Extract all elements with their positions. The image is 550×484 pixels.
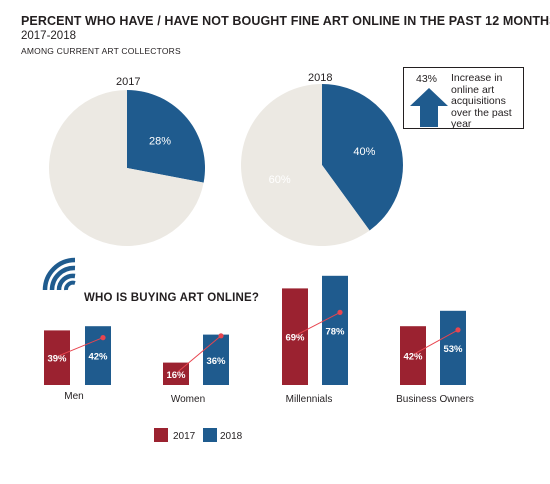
up-arrow-icon	[410, 88, 448, 127]
callout-text: Increase in online art acquisitions over…	[451, 72, 512, 130]
bar-label-men-2017: 39%	[47, 354, 67, 365]
chart-subtitle: 2017-2018	[21, 30, 76, 42]
pie-2018-slice-1-label: 60%	[269, 174, 291, 186]
trend-arrowhead-women	[218, 333, 224, 339]
trend-arrow-men	[58, 337, 104, 357]
trend-arrowhead-men	[100, 335, 106, 341]
legend-swatch-2017	[154, 428, 168, 442]
bar-label-millennials-2017: 69%	[285, 333, 305, 344]
trend-arrow-millennials	[296, 311, 341, 336]
callout-value: 43%	[416, 73, 438, 85]
bar-label-women-2017: 16%	[166, 370, 186, 381]
bar-millennials-2017	[282, 288, 308, 385]
bar-label-men-2018: 42%	[88, 352, 108, 363]
category-label-business-owners: Business Owners	[396, 394, 474, 405]
pie-2018-title: 2018	[308, 72, 333, 84]
bar-label-business-owners-2018: 53%	[443, 344, 463, 355]
pie-2018-slice-0	[322, 84, 403, 231]
trend-arrowhead-business-owners	[455, 327, 461, 333]
audience-note: AMONG CURRENT ART COLLECTORS	[21, 46, 181, 56]
pie-2018-slice-0-label: 40%	[353, 146, 375, 158]
bar-millennials-2018	[322, 275, 348, 385]
category-label-men: Men	[64, 391, 84, 402]
bar-men-2018	[85, 326, 111, 385]
bar-business-owners-2017	[400, 326, 426, 385]
bar-women-2018	[203, 334, 229, 385]
trend-arrow-women	[177, 335, 222, 373]
bar-business-owners-2018	[440, 310, 466, 385]
wifi-signal-icon	[42, 257, 76, 291]
bar-label-millennials-2018: 78%	[325, 326, 345, 337]
bar-men-2017	[44, 330, 70, 385]
category-label-millennials: Millennials	[285, 394, 333, 405]
category-label-women: Women	[170, 394, 206, 405]
pie-2017-title: 2017	[116, 76, 141, 88]
legend-label-2018: 2018	[220, 431, 243, 442]
trend-arrow-business-owners	[414, 329, 459, 355]
legend-swatch-2018	[203, 428, 217, 442]
pie-2018-slice-1	[240, 84, 370, 246]
bar-label-business-owners-2017: 42%	[403, 352, 423, 363]
trend-arrowhead-millennials	[337, 309, 343, 315]
pie-2017-slice-1	[48, 90, 204, 247]
legend-label-2017: 2017	[173, 431, 196, 442]
pie-2017-slice-0-label: 28%	[149, 136, 171, 148]
chart-title: PERCENT WHO HAVE / HAVE NOT BOUGHT FINE …	[21, 14, 550, 28]
callout-box	[403, 67, 524, 129]
bar-label-women-2018: 36%	[206, 356, 226, 367]
section-title: WHO IS BUYING ART ONLINE?	[84, 292, 260, 304]
pie-2017-slice-0	[127, 90, 205, 183]
